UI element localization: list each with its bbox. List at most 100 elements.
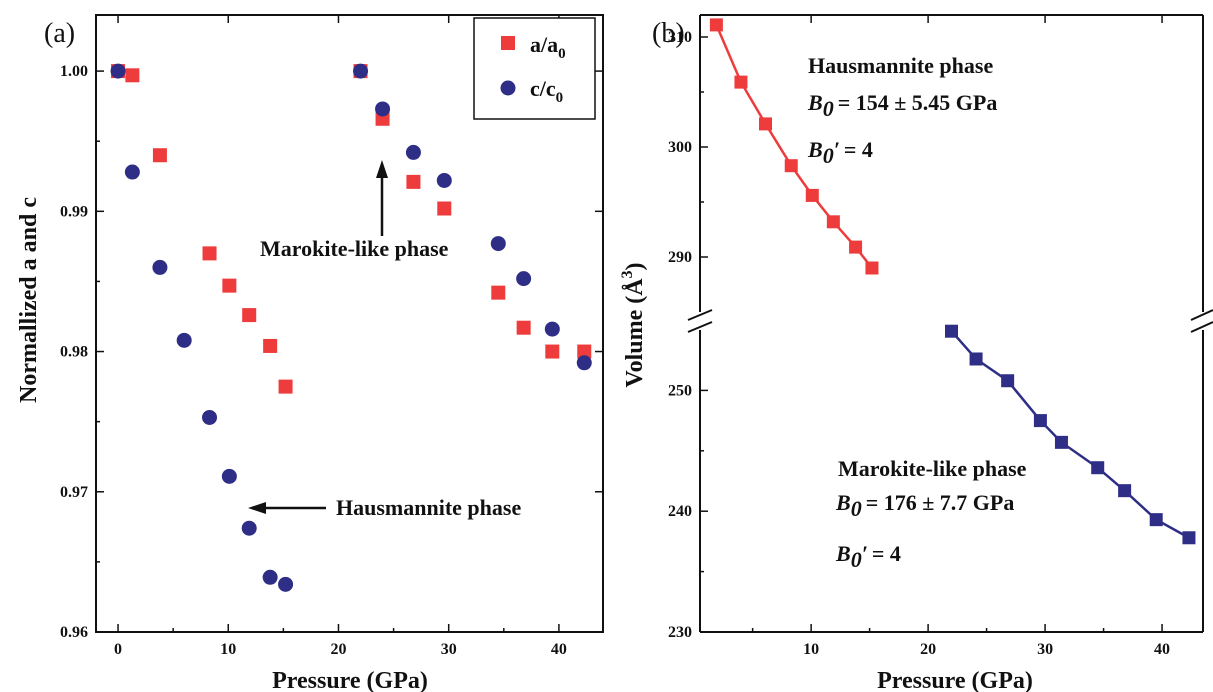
a-ratio-point [222, 278, 237, 293]
panel-a-xtick-label: 10 [220, 641, 236, 658]
panel-b: 10 20 30 40 290 300 310 230 240 250 (b) Pressure … [619, 14, 1213, 692]
legend-marker-c [500, 80, 516, 96]
annotation-arrowhead-hausmannite [248, 502, 266, 514]
a-ratio-point [278, 379, 293, 394]
a-ratio-point [242, 308, 257, 323]
panel-b-xtick-label: 30 [1037, 641, 1053, 658]
panel-b-xtick-label: 40 [1154, 641, 1170, 658]
hausmannite-volume-point [709, 18, 723, 32]
c-ratio-point [152, 259, 168, 275]
marokite-volume-point [1001, 374, 1015, 388]
annotation-hausmannite-fit: Hausmannite phase B0 = 154 ± 5.45 GPa B0′… [807, 53, 997, 168]
haus-b0: B0 = 154 ± 5.45 GPa [807, 90, 997, 121]
panel-a-frame [95, 14, 604, 633]
c-ratio-point [544, 321, 560, 337]
c-ratio-point [110, 63, 126, 79]
panel-b-ytick-label: 300 [668, 139, 692, 156]
legend-marker-a [501, 36, 515, 50]
c-ratio-point [262, 569, 278, 585]
c-ratio-point [124, 164, 140, 180]
maro-b0: B0 = 176 ± 7.7 GPa [835, 490, 1014, 521]
panel-b-points [709, 18, 1196, 545]
axis-break-right-2 [1190, 321, 1213, 333]
panel-b-ylabel: Volume (Å3) [619, 262, 648, 387]
marokite-volume-point [1091, 461, 1105, 475]
marokite-volume-point [1149, 513, 1163, 527]
annotation-hausmannite: Hausmannite phase [336, 495, 521, 520]
a-ratio-point [406, 174, 421, 189]
c-ratio-point [405, 144, 421, 160]
panel-b-xtick-label: 20 [920, 641, 936, 658]
c-ratio-point [176, 332, 192, 348]
a-ratio-point [545, 344, 560, 359]
marokite-volume-point [945, 324, 958, 338]
c-ratio-point [436, 172, 452, 188]
legend-box [473, 17, 596, 120]
haus-b0-prime: B0′ = 4 [807, 137, 873, 168]
marokite-volume-point [969, 352, 983, 366]
panel-a-points [110, 63, 592, 592]
c-ratio-point [241, 520, 257, 536]
panel-a-ylabel: Normallized a and c [16, 197, 42, 403]
panel-b-label: (b) [652, 18, 685, 49]
hausmannite-volume-point [826, 215, 840, 229]
axis-break-left-2 [687, 321, 713, 333]
marokite-volume-point [1118, 484, 1132, 498]
a-ratio-point [263, 338, 278, 353]
panel-a-xtick-label: 20 [330, 641, 346, 658]
maro-b0-prime: B0′ = 4 [835, 541, 901, 572]
c-ratio-point [221, 468, 237, 484]
hausmannite-volume-point [865, 261, 879, 275]
panel-a-ytick-label: 0.99 [60, 203, 88, 220]
panel-b-ytick-label: 230 [668, 624, 692, 641]
panel-a-xtick-label: 30 [441, 641, 457, 658]
panel-a-ticks: 0 10 20 30 40 0.96 0.97 0.98 0.99 1.00 [60, 15, 603, 658]
c-ratio-point [490, 236, 506, 252]
hausmannite-volume-point [759, 117, 773, 131]
legend-label-c: c/c0 [530, 76, 563, 106]
panel-a-ytick-label: 0.97 [60, 484, 88, 501]
maro-title: Marokite-like phase [838, 456, 1027, 481]
annotation-arrowhead-marokite [376, 160, 388, 178]
c-ratio-point [353, 63, 369, 79]
marokite-volume-point [1033, 414, 1047, 428]
panel-a-xtick-label: 40 [551, 641, 567, 658]
c-ratio-point [278, 576, 294, 592]
panel-b-ytick-label: 310 [668, 29, 692, 46]
c-ratio-point [576, 355, 592, 371]
marokite-volume-point [1182, 531, 1196, 545]
a-ratio-point [577, 344, 592, 359]
panel-b-xtick-label: 10 [803, 641, 819, 658]
annotation-marokite: Marokite-like phase [260, 236, 449, 261]
panel-a-xlabel: Pressure (GPa) [272, 668, 428, 692]
panel-a-ytick-label: 0.98 [60, 344, 88, 361]
panel-a-ytick-label: 0.96 [60, 624, 88, 641]
hausmannite-volume-point [734, 75, 748, 89]
annotation-marokite-fit: Marokite-like phase B0 = 176 ± 7.7 GPa B0… [835, 456, 1027, 572]
panel-a-xtick-label: 0 [114, 641, 122, 658]
legend-label-a: a/a0 [530, 32, 566, 62]
panel-b-ytick-label: 240 [668, 503, 692, 520]
axis-break-right-1 [1190, 309, 1213, 321]
legend: a/a0 c/c0 [473, 17, 596, 120]
panel-b-ytick-label: 250 [668, 382, 692, 399]
panel-b-ytick-label: 290 [668, 249, 692, 266]
hausmannite-volume-point [849, 240, 863, 254]
a-ratio-point [437, 201, 452, 216]
panel-a-ytick-label: 1.00 [60, 63, 88, 80]
haus-title: Hausmannite phase [808, 53, 993, 78]
c-ratio-point [375, 101, 391, 117]
panel-b-ticks: 10 20 30 40 290 300 310 230 240 250 [668, 15, 1170, 658]
panel-a: 0 10 20 30 40 0.96 0.97 0.98 0.99 1.00 (a) Pressu… [16, 14, 604, 692]
a-ratio-point [152, 148, 167, 163]
hausmannite-volume-point [805, 188, 819, 202]
axis-break-left-1 [687, 309, 713, 321]
a-ratio-point [516, 320, 531, 335]
c-ratio-point [516, 271, 532, 287]
a-ratio-point [491, 285, 506, 300]
panel-a-label: (a) [44, 18, 75, 49]
a-ratio-point [125, 68, 140, 83]
a-ratio-point [202, 246, 217, 261]
panel-b-xlabel: Pressure (GPa) [877, 668, 1033, 692]
